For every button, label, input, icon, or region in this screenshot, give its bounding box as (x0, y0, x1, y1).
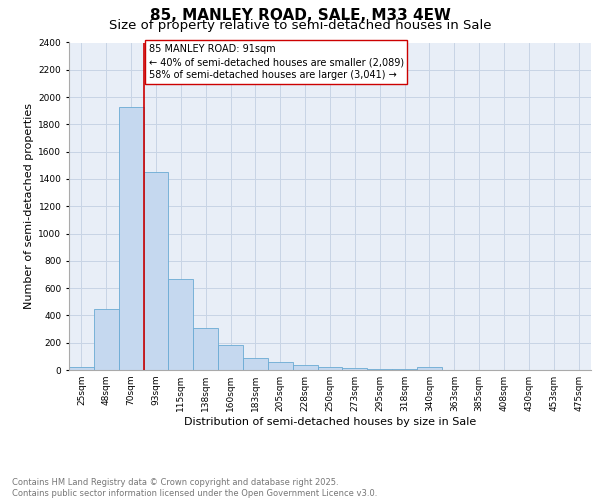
Bar (143, 172, 169, 370)
Bar (293, 365, 317, 370)
Text: Size of property relative to semi-detached houses in Sale: Size of property relative to semi-detach… (109, 19, 491, 32)
Bar (193, 328, 218, 370)
Text: 85, MANLEY ROAD, SALE, M33 4EW: 85, MANLEY ROAD, SALE, M33 4EW (149, 8, 451, 22)
Bar (243, 358, 268, 370)
Bar (268, 362, 293, 370)
Bar (218, 346, 243, 370)
Bar (417, 368, 442, 370)
Bar (367, 369, 392, 370)
Y-axis label: Number of semi-detached properties: Number of semi-detached properties (24, 104, 34, 309)
X-axis label: Distribution of semi-detached houses by size in Sale: Distribution of semi-detached houses by … (184, 417, 476, 427)
Bar (94, 308, 119, 370)
Bar (343, 368, 367, 370)
Bar (169, 278, 193, 370)
Bar (317, 368, 343, 370)
Text: Contains HM Land Registry data © Crown copyright and database right 2025.
Contai: Contains HM Land Registry data © Crown c… (12, 478, 377, 498)
Bar (119, 106, 143, 370)
Bar (69, 368, 94, 370)
Text: 85 MANLEY ROAD: 91sqm
← 40% of semi-detached houses are smaller (2,089)
58% of s: 85 MANLEY ROAD: 91sqm ← 40% of semi-deta… (149, 44, 404, 80)
